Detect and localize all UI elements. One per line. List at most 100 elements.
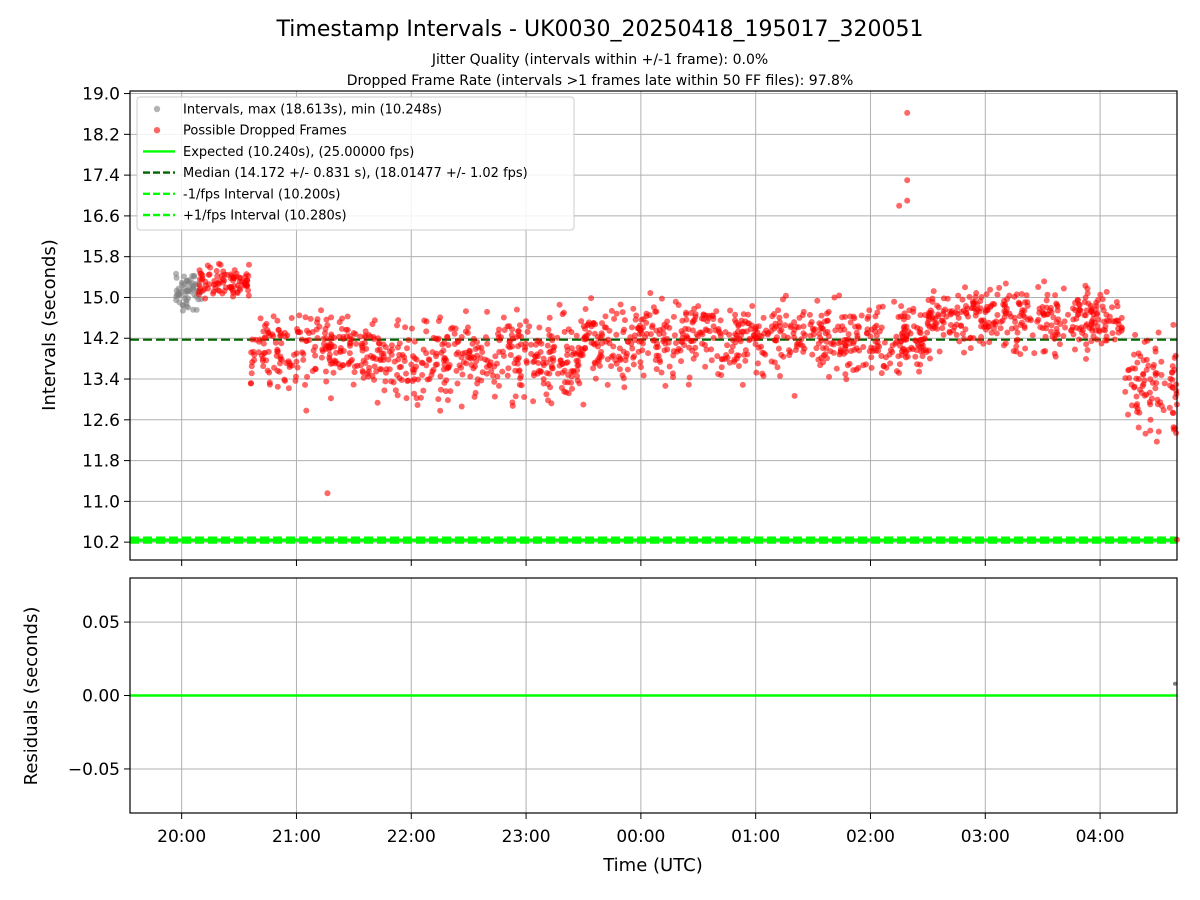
dropped-frame-point (1141, 392, 1148, 399)
dropped-frame-point (806, 311, 813, 318)
dropped-frame-point (238, 278, 245, 285)
dropped-frame-point (594, 343, 601, 350)
dropped-frame-point (1029, 332, 1036, 339)
dropped-frame-point (521, 346, 528, 353)
dropped-frame-point (569, 385, 576, 392)
dropped-frame-point (323, 335, 330, 342)
dropped-frame-point (798, 336, 805, 343)
dropped-frame-point (827, 348, 834, 355)
dropped-frame-point (1071, 346, 1078, 353)
dropped-frame-point (515, 332, 522, 339)
dropped-frame-point (397, 363, 404, 370)
dropped-frame-point (544, 342, 551, 349)
dropped-frame-point (224, 271, 231, 278)
dropped-frame-point (345, 359, 352, 366)
dropped-frame-point (608, 363, 615, 370)
dropped-frame-point (1051, 335, 1058, 342)
dropped-frame-point (274, 348, 281, 355)
dropped-frame-point (718, 364, 725, 371)
bottom-panel: 0.05 0.00 −0.05 20:00 21:00 22:00 23:00 00:00 0… (21, 577, 1178, 876)
dropped-frame-point (901, 323, 908, 330)
dropped-frame-point (623, 353, 630, 360)
dropped-frame-point (484, 357, 491, 364)
dropped-frame-point (889, 348, 896, 355)
dropped-frame-point (257, 336, 264, 343)
dropped-frame-point (619, 309, 626, 316)
dropped-frame-point (800, 323, 807, 330)
dropped-frame-point (986, 339, 993, 346)
dropped-frame-point (786, 347, 793, 354)
dropped-frame-point (621, 317, 628, 324)
dropped-frame-point (613, 331, 620, 338)
dropped-frame-point (479, 369, 486, 376)
dropped-frame-point (347, 339, 354, 346)
dropped-frame-point (377, 356, 384, 363)
dropped-frame-point (956, 338, 963, 345)
dropped-frame-point (274, 317, 281, 324)
dropped-frame-point (867, 333, 874, 340)
dropped-frame-point (799, 342, 806, 349)
interval-point (184, 287, 191, 294)
top-reference-lines (130, 338, 1177, 544)
dropped-frame-point (366, 364, 373, 371)
legend-label: -1/fps Interval (10.200s) (183, 187, 340, 202)
dropped-frame-point (996, 284, 1003, 291)
dropped-frame-point (800, 348, 807, 355)
dropped-frame-point (568, 373, 575, 380)
dropped-frame-point (1014, 329, 1021, 336)
legend-label: Possible Dropped Frames (183, 124, 347, 139)
dropped-frame-point (987, 286, 994, 293)
dropped-frame-point (628, 324, 635, 331)
dropped-frame-point (1044, 291, 1051, 298)
dropped-frame-point (540, 376, 547, 383)
dropped-frame-point (304, 373, 311, 380)
dropped-frame-point (573, 372, 580, 379)
dropped-frame-point (883, 364, 890, 371)
dropped-frame-point (352, 331, 359, 338)
dropped-frame-point (324, 322, 331, 329)
dropped-frame-point (690, 337, 697, 344)
dropped-frame-point (755, 323, 762, 330)
dropped-frame-point (912, 353, 919, 360)
dropped-frame-point (588, 295, 595, 302)
dropped-frame-point (296, 312, 303, 319)
dropped-frame-point (464, 329, 471, 336)
dropped-frame-point (354, 362, 361, 369)
dropped-frame-point (1060, 333, 1067, 340)
dropped-frame-point (691, 305, 698, 312)
interval-point (178, 279, 185, 286)
dropped-frame-point (993, 330, 1000, 337)
dropped-frame-point (1166, 404, 1173, 411)
dropped-frame-point (205, 285, 212, 292)
bottom-y-tick-label: 0.00 (82, 687, 120, 707)
dropped-frame-point (251, 357, 258, 364)
dropped-frame-point (392, 387, 399, 394)
dropped-frame-point (866, 307, 873, 314)
dropped-frame-point (1102, 337, 1109, 344)
dropped-frame-point (336, 333, 343, 340)
dropped-frame-point (853, 345, 860, 352)
dropped-frame-point (731, 358, 738, 365)
dropped-frame-point (714, 353, 721, 360)
dropped-frame-point (666, 324, 673, 331)
dropped-frame-point (378, 366, 385, 373)
interval-point (193, 306, 200, 313)
dropped-frame-point (426, 357, 433, 364)
dropped-frame-point (708, 346, 715, 353)
dropped-frame-point (423, 318, 430, 325)
dropped-frame-point (1015, 299, 1022, 306)
dropped-frame-point (724, 354, 731, 361)
dropped-frame-point (1061, 318, 1068, 325)
dropped-frame-point (424, 376, 431, 383)
dropped-frame-point (251, 352, 258, 359)
dropped-frame-point (491, 378, 498, 385)
dropped-frame-point (826, 373, 833, 380)
dropped-frame-point (514, 360, 521, 367)
bottom-y-tick-label: 0.05 (82, 613, 120, 633)
dropped-frame-point (631, 332, 638, 339)
dropped-frame-point (1090, 333, 1097, 340)
dropped-frame-point (685, 381, 692, 388)
legend-marker (153, 127, 161, 134)
dropped-frame-point (637, 359, 644, 366)
dropped-frame-point (765, 329, 772, 336)
